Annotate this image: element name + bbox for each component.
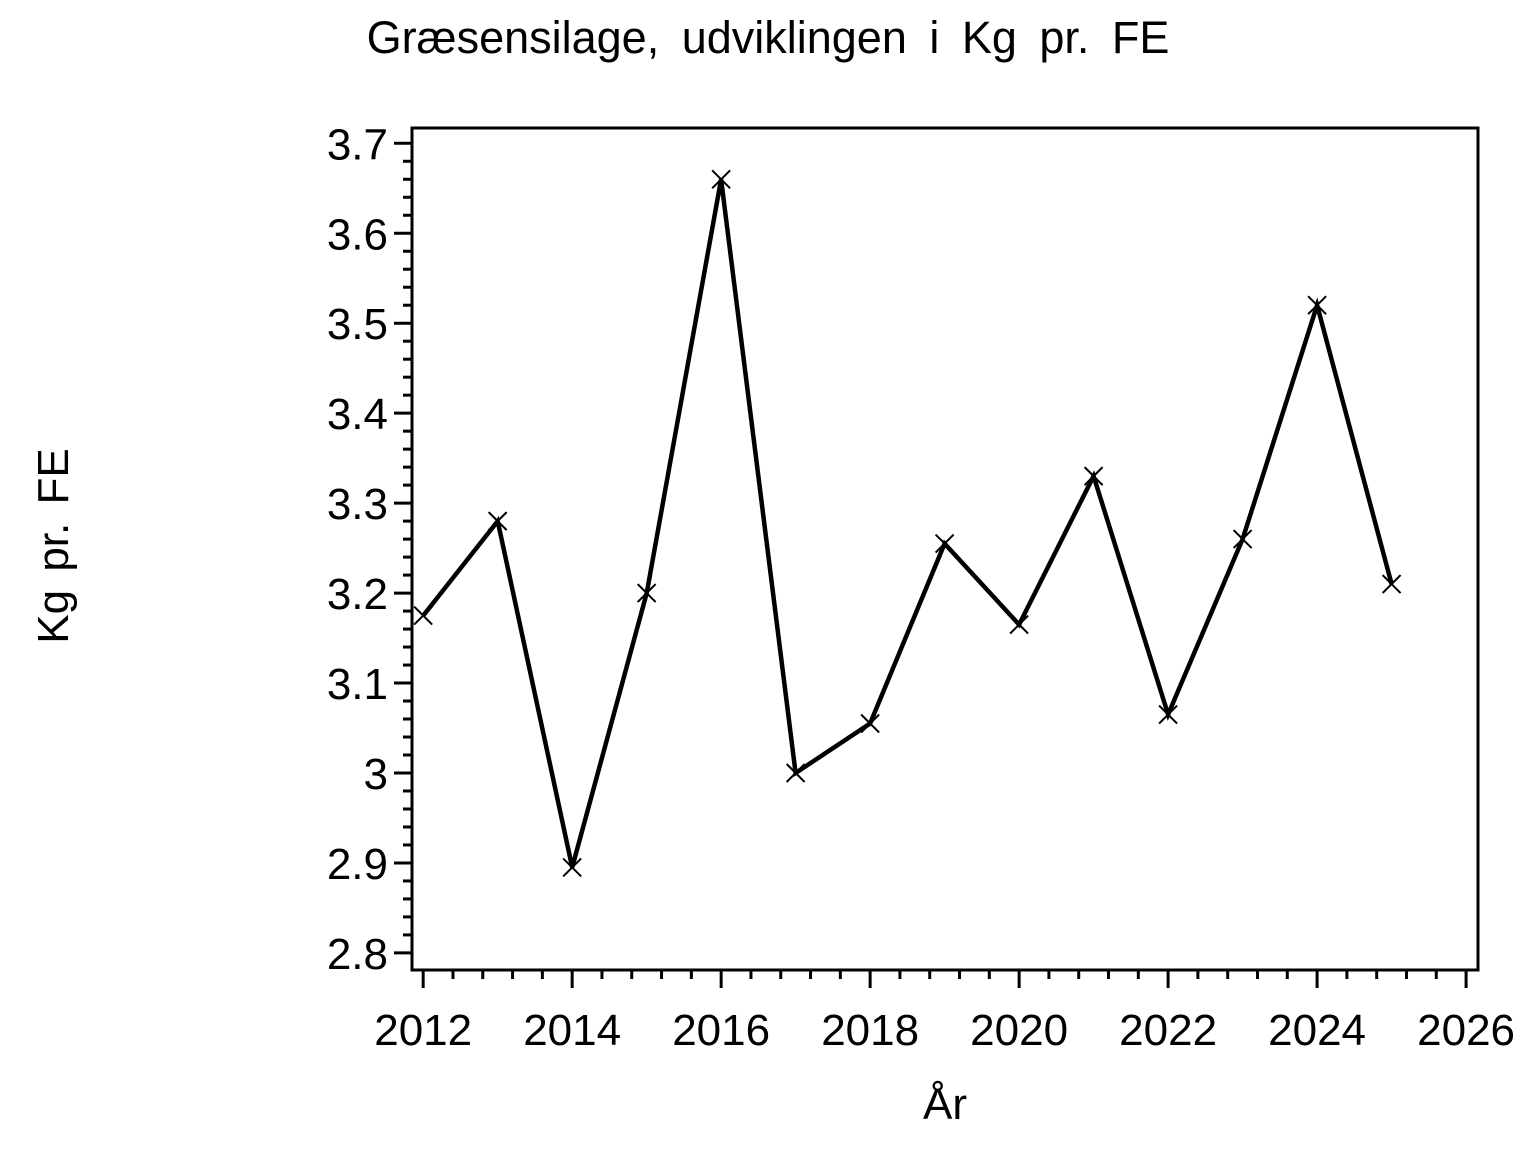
y-tick-label: 2.9 xyxy=(327,840,388,889)
y-tick-label: 3.2 xyxy=(327,570,388,619)
y-tick-label: 2.8 xyxy=(327,930,388,979)
x-tick-label: 2020 xyxy=(970,1006,1068,1055)
y-tick-label: 3.7 xyxy=(327,120,388,169)
data-point-marker xyxy=(1307,295,1327,315)
x-tick-label: 2026 xyxy=(1417,1006,1515,1055)
data-point-marker xyxy=(413,605,433,626)
data-point-marker xyxy=(1083,466,1104,486)
data-point-marker xyxy=(487,511,508,531)
x-axis-label: År xyxy=(923,1080,967,1129)
plot-frame xyxy=(410,126,1480,972)
data-point-marker xyxy=(711,169,731,189)
x-tick-label: 2016 xyxy=(672,1006,770,1055)
data-point-marker xyxy=(562,857,582,878)
y-tick-label: 3 xyxy=(364,750,388,799)
x-tick-label: 2022 xyxy=(1119,1006,1217,1055)
y-tick-label: 3.4 xyxy=(327,390,388,439)
y-tick-label: 3.6 xyxy=(327,210,388,259)
data-point-marker xyxy=(636,583,657,603)
data-point-marker xyxy=(934,533,955,554)
x-tick-label: 2018 xyxy=(821,1006,919,1055)
data-point-marker xyxy=(1158,704,1178,725)
chart-title: Græsensilage, udviklingen i Kg pr. FE xyxy=(366,12,1170,63)
x-tick-label: 2014 xyxy=(523,1006,621,1055)
y-tick-label: 3.3 xyxy=(327,480,388,529)
y-tick-label: 3.1 xyxy=(327,660,388,709)
data-point-marker xyxy=(1009,614,1029,635)
y-tick-label: 3.5 xyxy=(327,300,388,349)
data-point-marker xyxy=(860,713,880,734)
x-tick-label: 2012 xyxy=(374,1006,472,1055)
data-line xyxy=(421,178,1394,868)
x-tick-label: 2024 xyxy=(1268,1006,1366,1055)
data-point-marker xyxy=(1232,529,1253,549)
data-point-marker xyxy=(1381,574,1402,594)
data-point-marker xyxy=(785,763,806,783)
